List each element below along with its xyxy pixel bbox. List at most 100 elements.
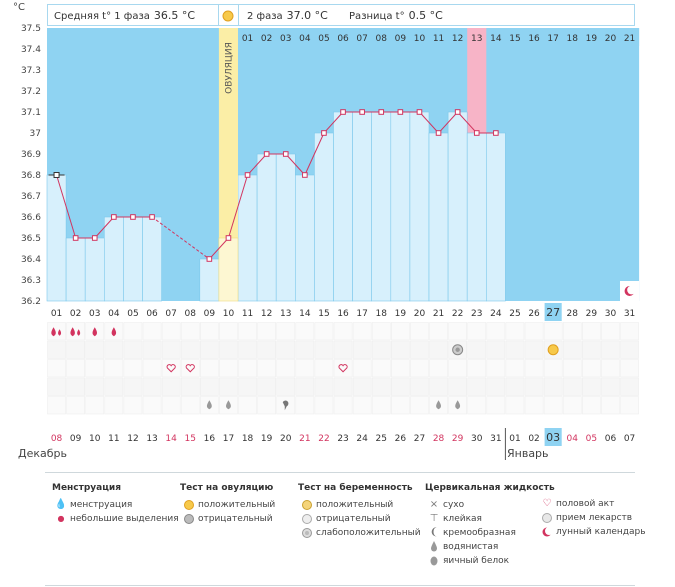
data-point [473, 130, 480, 136]
symbol-cell [276, 322, 296, 341]
legend-item-sticky: ⊤ клейкая [425, 512, 555, 526]
series-line-segment [247, 153, 268, 176]
y-tick-label: 36.6 [21, 213, 41, 223]
cycle-day-label: 06 [146, 309, 158, 319]
temperature-bar [199, 258, 220, 302]
symbol-cell [505, 322, 525, 341]
symbol-cell [524, 340, 544, 359]
watery-drop-icon [226, 400, 231, 410]
moon-icon-mask [627, 285, 636, 295]
cycle-day-label: 05 [127, 309, 138, 319]
egg-icon [427, 554, 441, 568]
symbol-cell [582, 359, 601, 378]
symbol-cell [85, 340, 105, 359]
symbol-cell [333, 359, 353, 378]
symbol-cell [410, 359, 429, 378]
symbol-cell [410, 377, 429, 396]
cycle-day-label: 15 [318, 309, 329, 319]
legend-text: водянистая [443, 542, 499, 552]
symbol-cell [448, 322, 467, 341]
y-tick-label: 37.1 [21, 108, 41, 118]
cycle-day-label: 29 [586, 309, 598, 319]
cycle-day-label: 07 [165, 309, 176, 319]
symbol-cell [142, 396, 162, 415]
y-tick-label: 36.9 [21, 150, 41, 160]
calendar-date-label: 15 [185, 434, 196, 444]
legend-item-watery: водянистая [425, 540, 555, 554]
symbol-cell [104, 377, 124, 396]
watery-drop-icon [455, 400, 461, 410]
cycle-day-label: 22 [452, 309, 463, 319]
menstruation-drop-icon [70, 327, 75, 337]
legend-item-ov-negative: отрицательный [180, 512, 275, 526]
symbol-cell [543, 396, 563, 415]
ovulation-test-negative-core [455, 347, 460, 352]
symbol-cell [352, 396, 372, 415]
data-point [493, 130, 499, 136]
data-point [302, 172, 308, 178]
symbol-cell [85, 396, 105, 415]
data-point [130, 214, 136, 220]
symbol-cell [620, 340, 639, 359]
y-tick-label: 36.5 [21, 234, 41, 244]
symbol-cell [562, 340, 582, 359]
phase2-value: 37.0 °C [286, 9, 328, 22]
symbol-cell [238, 396, 257, 415]
symbol-cell [219, 359, 238, 378]
legend-text: яичный белок [443, 556, 510, 566]
symbol-cell [104, 340, 124, 359]
y-tick-label: 37.5 [21, 24, 41, 34]
calendar-date-label: 09 [70, 434, 82, 444]
symbol-cell [333, 322, 353, 341]
calendar-date-label: 13 [146, 434, 157, 444]
symbol-cell [620, 322, 639, 341]
legend-title-menstruation: Менструация [52, 483, 121, 493]
symbol-cell [314, 340, 334, 359]
symbol-cell [562, 396, 582, 415]
cycle-day-label: 31 [624, 309, 635, 319]
series-line-segment [419, 111, 439, 134]
symbol-cell [142, 377, 162, 396]
legend-title-cervical-fluid: Цервикальная жидкость [425, 483, 555, 493]
symbol-cell [238, 377, 257, 396]
symbol-cell [257, 359, 276, 378]
symbol-cell [429, 359, 448, 378]
phase2-day-label: 08 [376, 34, 388, 44]
calendar-date-label: 08 [51, 434, 63, 444]
data-point [454, 109, 461, 115]
data-point [72, 235, 79, 241]
phase2-day-label: 10 [414, 34, 426, 44]
symbol-cell [66, 396, 85, 415]
legend-item-eggwhite: яичный белок [425, 554, 555, 568]
calendar-date-label: 07 [624, 434, 635, 444]
symbol-cell [295, 396, 315, 415]
legend-item-spotting: ● небольшие выделения [52, 512, 179, 526]
symbol-cell [123, 396, 143, 415]
temperature-bar [275, 153, 296, 302]
symbol-cell [486, 322, 506, 341]
calendar-date-label: 10 [89, 434, 101, 444]
series-line-segment [94, 216, 115, 239]
data-point [225, 235, 232, 241]
data-point [244, 172, 251, 178]
phase2-day-label: 18 [567, 34, 579, 44]
calendar-date-label: 28 [433, 434, 445, 444]
legend-item-preg-positive: положительный [298, 498, 421, 512]
symbol-cell [295, 359, 315, 378]
calendar-date-label: 26 [395, 434, 407, 444]
calendar-date-label: 04 [567, 434, 579, 444]
symbol-cell [371, 377, 391, 396]
cycle-day-label: 04 [108, 309, 120, 319]
series-line-segment [227, 174, 249, 239]
symbol-cell [238, 359, 257, 378]
symbol-cell [391, 359, 410, 378]
symbol-cell [486, 340, 506, 359]
cycle-day-label: 08 [185, 309, 197, 319]
symbol-cell [410, 396, 429, 415]
menstruation-drop-icon [51, 327, 56, 337]
creamy-icon [282, 400, 289, 411]
symbol-cell [352, 359, 372, 378]
symbol-cell [219, 377, 238, 396]
calendar-date-label: 24 [356, 434, 368, 444]
temperature-bar [142, 216, 162, 302]
